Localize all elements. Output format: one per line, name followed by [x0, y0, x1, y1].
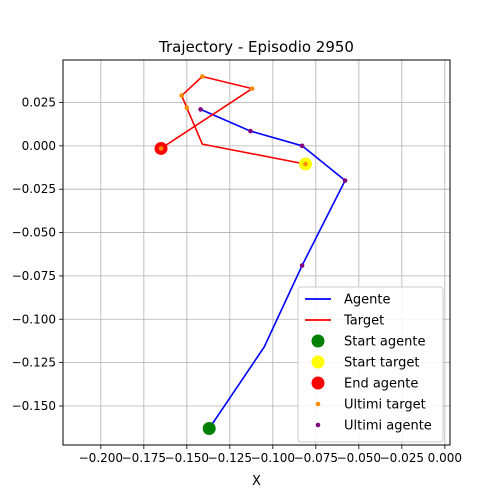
- point-ultimi-target: [303, 161, 308, 167]
- axis-ticks: −0.200−0.175−0.150−0.125−0.100−0.075−0.0…: [12, 95, 462, 465]
- point-ultimi-agente: [342, 178, 348, 183]
- x-tick-label: −0.200: [79, 451, 123, 465]
- plot-series: [154, 74, 348, 436]
- grid: [63, 60, 450, 445]
- x-tick-label: −0.150: [165, 451, 209, 465]
- x-tick-label: −0.100: [251, 451, 295, 465]
- point-ultimi-target: [249, 86, 255, 91]
- x-tick-label: −0.175: [122, 451, 166, 465]
- series-line-target: [160, 75, 306, 165]
- x-tick-label: 0.000: [428, 451, 462, 465]
- y-tick-label: 0.025: [22, 95, 56, 109]
- legend-swatch-ultimi-agente: [315, 422, 321, 428]
- point-ultimi-target: [200, 74, 205, 79]
- legend-swatch-ultimi-target: [315, 401, 321, 407]
- legend: Agente Target Start agente Start target End …: [297, 286, 444, 443]
- y-tick-label: −0.125: [12, 356, 56, 370]
- legend-label-target: Target: [343, 314, 384, 329]
- legend-swatch-end-agente: [311, 376, 325, 390]
- y-tick-label: −0.025: [12, 182, 56, 196]
- x-tick-label: −0.050: [337, 451, 381, 465]
- y-tick-label: 0.000: [22, 139, 56, 153]
- legend-box: [297, 286, 444, 443]
- legend-label-start-target: Start target: [344, 356, 419, 371]
- y-tick-label: −0.150: [12, 399, 56, 413]
- point-ultimi-target: [158, 146, 164, 151]
- point-ultimi-agente: [198, 107, 203, 112]
- chart-title: Trajectory - Episodio 2950: [158, 38, 354, 56]
- point-ultimi-agente: [299, 143, 305, 149]
- x-tick-label: −0.075: [294, 451, 338, 465]
- legend-label-end-agente: End agente: [344, 377, 418, 392]
- legend-label-ultimi-target: Ultimi target: [344, 398, 426, 413]
- y-tick-label: −0.050: [12, 226, 56, 240]
- x-tick-label: −0.025: [380, 451, 424, 465]
- legend-swatch-start-target: [311, 355, 325, 369]
- plot-frame: [62, 59, 451, 446]
- marker-start-agente: [202, 422, 216, 436]
- legend-swatch-start-agente: [311, 334, 325, 348]
- point-ultimi-target: [184, 105, 190, 110]
- legend-label-start-agente: Start agente: [344, 335, 425, 350]
- point-ultimi-target: [179, 93, 184, 98]
- point-ultimi-agente: [248, 128, 253, 134]
- y-tick-label: −0.100: [12, 312, 56, 326]
- point-ultimi-agente: [299, 263, 305, 268]
- x-tick-label: −0.125: [208, 451, 252, 465]
- legend-label-ultimi-agente: Ultimi agente: [344, 419, 432, 434]
- legend-label-agente: Agente: [344, 293, 390, 308]
- x-axis-label: X: [252, 474, 261, 489]
- y-tick-label: −0.075: [12, 269, 56, 283]
